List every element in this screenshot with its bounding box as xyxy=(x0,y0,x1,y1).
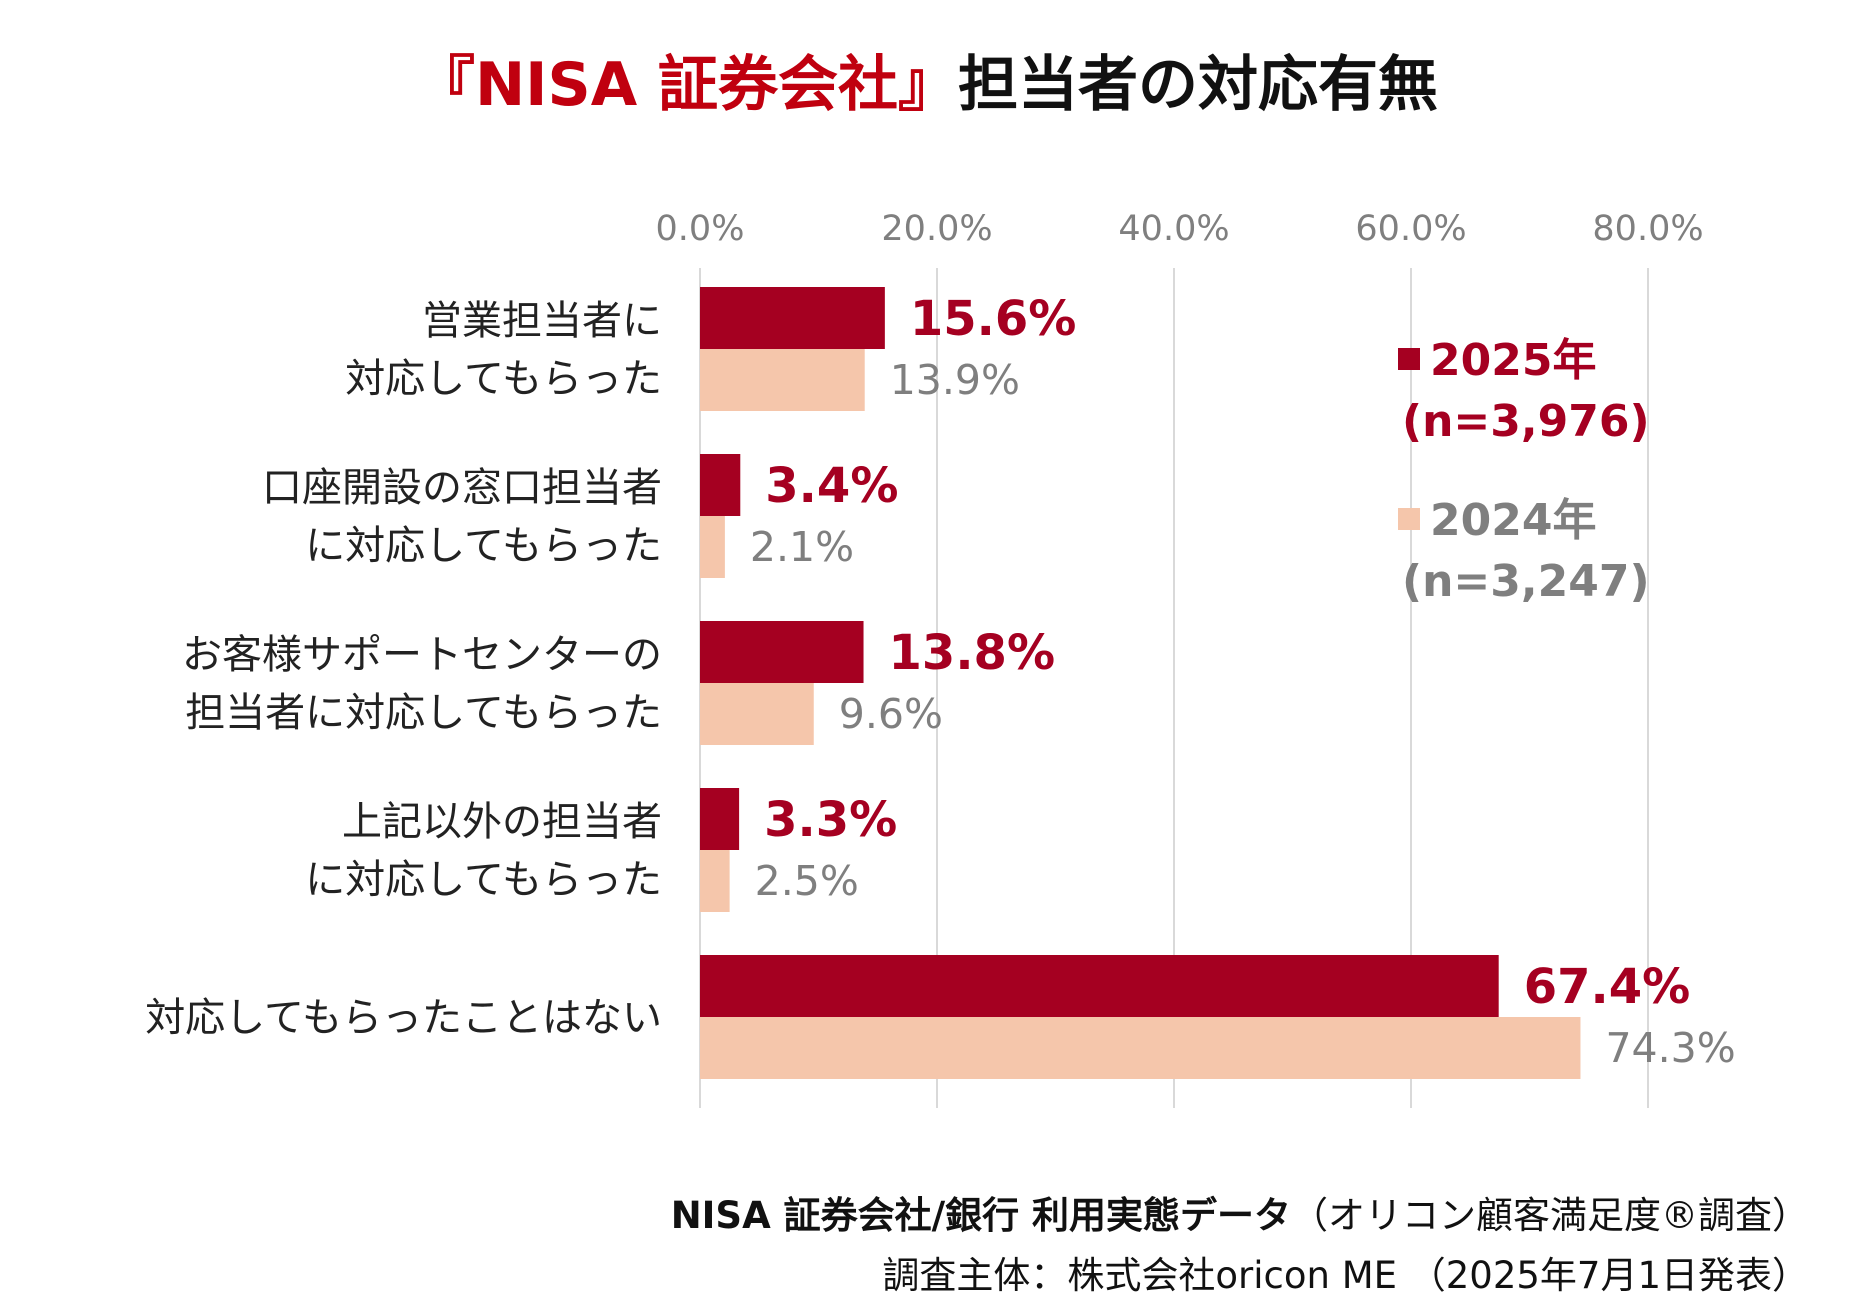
x-tick-label: 20.0% xyxy=(881,209,992,249)
data-label: 13.8% xyxy=(889,625,1056,681)
legend-label: 2024年 xyxy=(1430,495,1596,546)
chart-title-accent: 『NISA 証券会社』 xyxy=(414,50,959,120)
bar-previous xyxy=(700,683,814,745)
data-label: 13.9% xyxy=(890,356,1020,404)
bar-previous xyxy=(700,850,730,912)
category-label: に対応してもらった xyxy=(305,523,662,569)
chart-title-rest: 担当者の対応有無 xyxy=(958,50,1439,120)
bar-current xyxy=(700,621,864,683)
bar-chart: 0.0% 20.0% 40.0% 60.0% 80.0% 15.6% 13.9% 営業担当者に… xyxy=(145,209,1736,1108)
x-tick-label: 0.0% xyxy=(656,209,745,249)
data-label: 3.4% xyxy=(765,458,898,514)
data-label: 67.4% xyxy=(1524,959,1691,1015)
bar-current xyxy=(700,955,1499,1017)
category-label: 担当者に対応してもらった xyxy=(185,690,662,736)
data-label: 2.5% xyxy=(755,857,859,905)
source-title: NISA 証券会社/銀行 利用実態データ xyxy=(670,1194,1291,1237)
data-label: 3.3% xyxy=(764,792,897,848)
data-label: 15.6% xyxy=(910,291,1077,347)
category-label: 対応してもらったことはない xyxy=(145,995,662,1041)
source-subtitle: （オリコン顧客満足度®調査） xyxy=(1291,1194,1809,1237)
legend-swatch xyxy=(1398,508,1420,530)
category-label: お客様サポートセンターの xyxy=(182,632,662,678)
legend-sample-size: (n=3,247) xyxy=(1402,556,1650,607)
bar-current xyxy=(700,454,741,516)
category-label: 営業担当者に xyxy=(422,298,662,344)
legend-swatch xyxy=(1398,348,1420,370)
bar-previous xyxy=(700,516,725,578)
chart-title: 『NISA 証券会社』担当者の対応有無 xyxy=(0,36,1853,123)
legend-label: 2025年 xyxy=(1430,335,1596,386)
category-label: 口座開設の窓口担当者 xyxy=(262,465,662,511)
data-label: 2.1% xyxy=(750,523,854,571)
data-label: 74.3% xyxy=(1605,1024,1735,1072)
category-label: に対応してもらった xyxy=(305,857,662,903)
source-note: NISA 証券会社/銀行 利用実態データ（オリコン顧客満足度®調査） 調査主体：… xyxy=(671,1186,1809,1306)
source-line-1: NISA 証券会社/銀行 利用実態データ（オリコン顧客満足度®調査） xyxy=(671,1186,1809,1246)
x-tick-label: 60.0% xyxy=(1355,209,1466,249)
category-label: 上記以外の担当者 xyxy=(342,799,662,845)
x-tick-label: 40.0% xyxy=(1118,209,1229,249)
data-label: 9.6% xyxy=(839,690,943,738)
x-tick-label: 80.0% xyxy=(1592,209,1703,249)
bar-previous xyxy=(700,1017,1581,1079)
category-label: 対応してもらった xyxy=(345,356,662,402)
legend-sample-size: (n=3,976) xyxy=(1402,396,1650,447)
source-line-2: 調査主体：株式会社oricon ME （2025年7月1日発表） xyxy=(882,1254,1809,1297)
bar-current xyxy=(700,788,740,850)
bar-previous xyxy=(700,349,865,411)
bar-current xyxy=(700,287,885,349)
